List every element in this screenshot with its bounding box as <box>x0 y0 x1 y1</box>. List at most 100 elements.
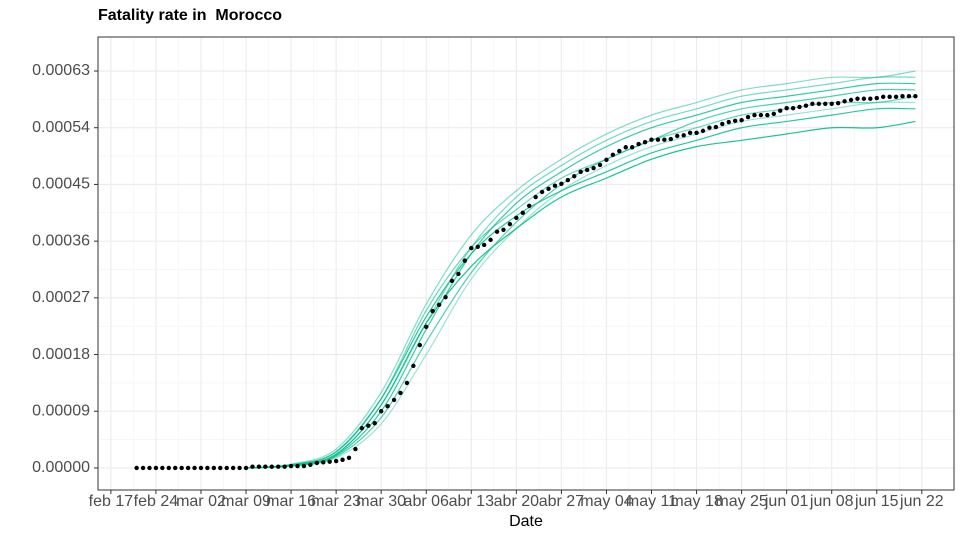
observed-point <box>250 464 255 469</box>
observed-point <box>881 94 886 100</box>
observed-point <box>675 133 680 139</box>
x-tick-label: feb 24 <box>134 493 179 510</box>
observed-point <box>823 101 828 106</box>
observed-point <box>411 363 416 369</box>
observed-point <box>147 465 152 471</box>
observed-point <box>559 181 564 186</box>
x-tick-label: jun 22 <box>899 493 944 510</box>
y-tick-label: 0.00045 <box>32 176 90 193</box>
observed-point <box>848 97 854 103</box>
observed-point <box>868 96 873 101</box>
observed-point <box>430 308 435 314</box>
observed-point <box>417 342 423 348</box>
observed-point <box>449 278 455 284</box>
observed-point <box>591 165 596 171</box>
observed-point <box>469 245 474 251</box>
observed-point <box>887 94 892 100</box>
observed-point <box>507 221 513 227</box>
simulation-line <box>245 70 916 469</box>
simulation-line <box>246 101 916 469</box>
observed-point <box>211 465 217 471</box>
plot-border <box>97 36 955 491</box>
x-tick-label: may 04 <box>580 493 633 510</box>
observed-point <box>153 465 159 471</box>
observed-point <box>546 186 551 192</box>
observed-point <box>906 94 912 99</box>
observed-point <box>436 302 442 307</box>
observed-point <box>514 215 519 221</box>
observed-point <box>205 465 210 471</box>
observed-point <box>391 397 397 403</box>
observed-point <box>900 94 905 99</box>
observed-point <box>160 465 165 471</box>
observed-point <box>649 137 654 142</box>
observed-point <box>797 104 802 110</box>
observed-point <box>295 463 300 469</box>
observed-point <box>855 96 860 101</box>
observed-point <box>520 210 525 215</box>
observed-point <box>778 108 783 113</box>
observed-point <box>623 145 628 150</box>
observed-point <box>565 177 571 183</box>
y-tick-label: 0.00054 <box>32 119 90 136</box>
observed-point <box>179 465 184 471</box>
observed-point <box>301 463 307 469</box>
observed-point <box>642 140 648 145</box>
observed-point <box>732 118 738 123</box>
observed-point <box>539 189 545 195</box>
x-tick-label: abr 27 <box>539 493 584 510</box>
observed-point <box>668 136 674 142</box>
observed-point <box>687 130 693 135</box>
observed-point <box>378 409 384 414</box>
plot-background <box>98 37 954 490</box>
x-tick-label: mar 09 <box>221 493 271 510</box>
observed-point <box>835 100 841 106</box>
observed-point <box>327 459 332 464</box>
observed-point <box>372 421 377 426</box>
observed-point <box>243 465 249 471</box>
observed-point <box>597 162 603 168</box>
observed-point <box>913 94 918 99</box>
simulation-line <box>245 76 916 469</box>
observed-point <box>636 141 641 147</box>
observed-point <box>494 229 500 234</box>
observed-point <box>282 464 287 469</box>
observed-point <box>288 463 294 469</box>
observed-point <box>681 133 686 138</box>
observed-point <box>404 380 410 386</box>
observed-point <box>443 295 448 300</box>
observed-point <box>803 103 809 108</box>
observed-point <box>501 227 506 232</box>
x-tick-label: jun 08 <box>809 493 854 510</box>
observed-point <box>771 111 776 117</box>
x-tick-label: may 11 <box>626 493 677 510</box>
observed-point <box>752 112 757 118</box>
observed-point <box>874 95 879 101</box>
observed-point <box>192 465 197 471</box>
simulation-line <box>245 107 916 469</box>
x-tick-label: abr 06 <box>404 493 449 510</box>
observed-point <box>462 258 468 263</box>
observed-point <box>552 183 558 188</box>
observed-point <box>829 101 834 106</box>
observed-point <box>173 465 178 471</box>
simulation-line <box>246 88 916 469</box>
observed-point <box>604 157 609 163</box>
observed-point <box>185 465 191 471</box>
observed-point <box>629 145 635 150</box>
y-tick-label: 0.00000 <box>32 459 90 476</box>
observed-point <box>655 137 661 142</box>
observed-point <box>488 237 493 243</box>
x-tick-label: may 25 <box>715 493 768 510</box>
y-tick-label: 0.00018 <box>32 346 90 363</box>
observed-point <box>572 174 577 179</box>
observed-point <box>694 130 699 135</box>
observed-point <box>346 455 352 461</box>
observed-point <box>385 404 390 409</box>
observed-point <box>610 152 616 158</box>
observed-point <box>475 244 480 250</box>
observed-point <box>314 460 320 466</box>
observed-point <box>263 464 268 469</box>
y-tick-label: 0.00027 <box>32 289 90 306</box>
x-tick-label: jun 01 <box>764 493 809 510</box>
